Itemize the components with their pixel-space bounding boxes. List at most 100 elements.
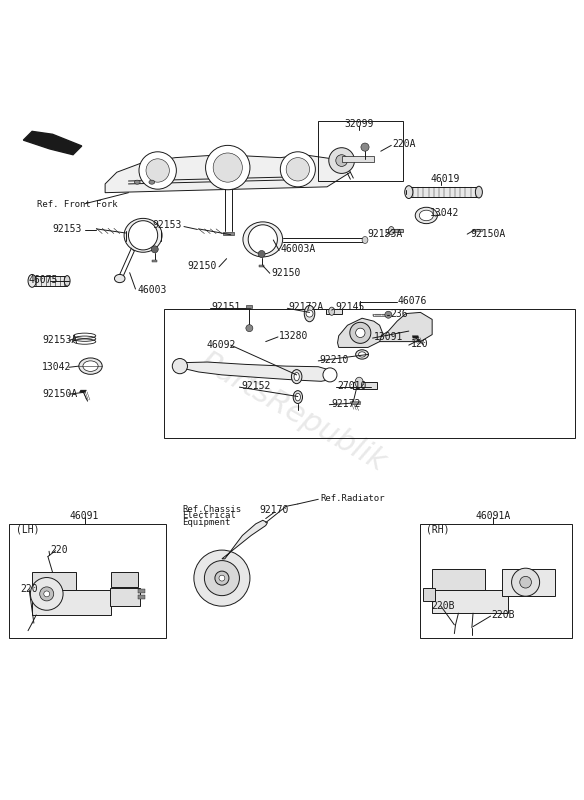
Circle shape (213, 153, 242, 182)
Ellipse shape (419, 210, 433, 221)
Circle shape (512, 568, 540, 596)
Ellipse shape (291, 370, 302, 384)
Polygon shape (79, 390, 86, 393)
Text: 220A: 220A (392, 139, 416, 150)
Text: 46092: 46092 (206, 339, 235, 350)
Text: 92150: 92150 (188, 261, 217, 270)
Circle shape (350, 322, 371, 343)
Text: 236: 236 (390, 309, 408, 318)
Ellipse shape (28, 274, 36, 287)
Text: 46091A: 46091A (476, 510, 511, 521)
Text: 27010: 27010 (338, 381, 367, 391)
Text: Ref.Chassis: Ref.Chassis (182, 505, 241, 514)
Text: 92152: 92152 (241, 381, 270, 391)
Circle shape (280, 152, 315, 187)
Circle shape (248, 225, 277, 254)
Circle shape (30, 578, 63, 610)
Polygon shape (111, 572, 138, 587)
Polygon shape (32, 276, 67, 286)
Ellipse shape (243, 222, 283, 257)
Ellipse shape (114, 274, 125, 282)
Polygon shape (392, 229, 403, 232)
Text: 92151: 92151 (211, 302, 241, 311)
Circle shape (336, 154, 347, 166)
Ellipse shape (362, 237, 368, 243)
Circle shape (246, 325, 253, 332)
Circle shape (172, 358, 187, 374)
Text: 92210: 92210 (319, 354, 349, 365)
Circle shape (206, 146, 250, 190)
Polygon shape (502, 570, 555, 596)
Polygon shape (342, 156, 374, 162)
Ellipse shape (293, 390, 303, 403)
Ellipse shape (83, 361, 98, 371)
Ellipse shape (405, 186, 413, 198)
Polygon shape (180, 362, 333, 382)
Polygon shape (409, 187, 479, 198)
Polygon shape (373, 314, 385, 317)
Text: 46003A: 46003A (280, 244, 315, 254)
Text: 13091: 13091 (374, 332, 403, 342)
Ellipse shape (329, 307, 335, 315)
Bar (9, 524, 166, 638)
Bar (138, 590, 145, 593)
Text: 92150: 92150 (272, 268, 301, 278)
Text: 220: 220 (20, 584, 38, 594)
Text: (RH): (RH) (426, 525, 450, 534)
Polygon shape (259, 265, 264, 267)
Text: 92150A: 92150A (471, 229, 506, 238)
Polygon shape (353, 382, 377, 390)
Polygon shape (246, 306, 252, 308)
Polygon shape (23, 131, 82, 154)
Circle shape (385, 311, 392, 318)
Ellipse shape (304, 306, 315, 322)
Circle shape (306, 310, 313, 317)
Polygon shape (338, 318, 383, 347)
Ellipse shape (149, 180, 155, 184)
Polygon shape (152, 260, 157, 262)
Circle shape (329, 148, 354, 174)
Ellipse shape (294, 373, 299, 381)
Polygon shape (412, 336, 419, 338)
Circle shape (204, 561, 239, 596)
Ellipse shape (79, 358, 102, 374)
Text: Electrical: Electrical (182, 511, 236, 520)
Text: 220B: 220B (431, 601, 454, 610)
Circle shape (151, 246, 158, 253)
Text: 92150A: 92150A (42, 389, 77, 399)
Circle shape (286, 158, 310, 181)
Text: 92170: 92170 (260, 505, 289, 514)
Text: (LH): (LH) (16, 525, 40, 534)
Text: 46075: 46075 (28, 275, 57, 286)
Polygon shape (473, 229, 482, 231)
Circle shape (194, 550, 250, 606)
Text: 220B: 220B (492, 610, 515, 620)
Text: 32099: 32099 (345, 119, 374, 130)
Circle shape (215, 571, 229, 585)
Ellipse shape (388, 226, 394, 234)
Bar (420, 524, 572, 638)
Text: 220: 220 (50, 545, 68, 555)
Text: 92153: 92153 (153, 220, 182, 230)
Bar (138, 595, 145, 598)
Circle shape (323, 368, 337, 382)
Polygon shape (222, 520, 267, 559)
Circle shape (356, 328, 365, 338)
Circle shape (520, 576, 531, 588)
Polygon shape (110, 588, 140, 606)
Text: 92145: 92145 (335, 302, 364, 312)
Ellipse shape (134, 180, 140, 184)
Circle shape (258, 250, 265, 258)
Polygon shape (105, 154, 350, 193)
Circle shape (146, 159, 169, 182)
Bar (164, 310, 575, 438)
Polygon shape (350, 402, 361, 405)
Polygon shape (432, 590, 508, 613)
Polygon shape (32, 590, 111, 615)
Text: 46076: 46076 (397, 296, 426, 306)
Ellipse shape (296, 394, 301, 401)
Text: 92153A: 92153A (42, 335, 77, 346)
Text: 46019: 46019 (430, 174, 460, 184)
Circle shape (139, 152, 176, 189)
Polygon shape (223, 232, 234, 234)
